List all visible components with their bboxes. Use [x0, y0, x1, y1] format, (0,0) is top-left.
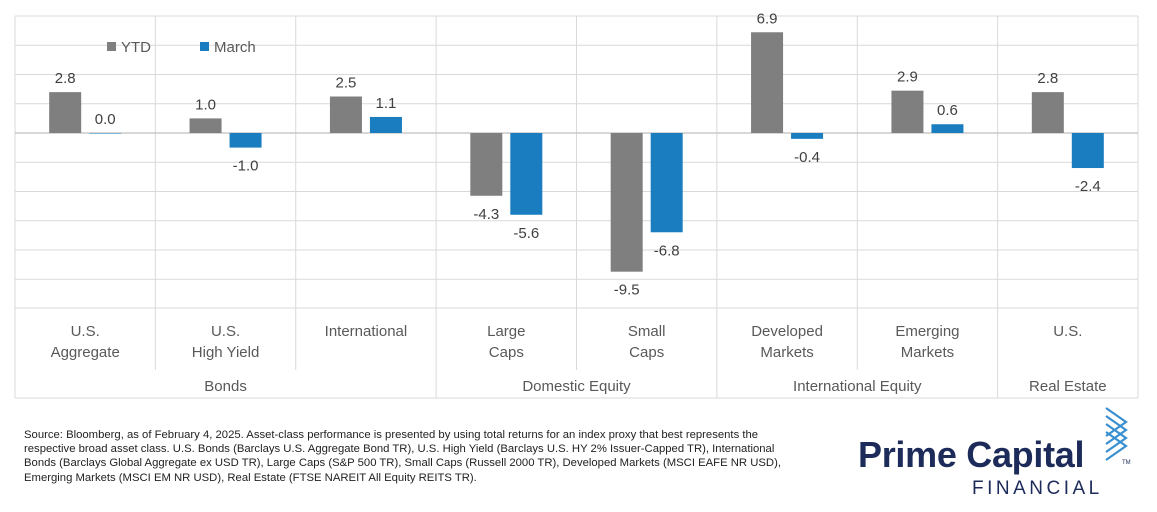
bar-ytd-0 [49, 92, 82, 133]
group-label: Real Estate [1029, 378, 1107, 395]
chevron-mark-icon [1105, 407, 1128, 461]
bar-march-1 [229, 133, 262, 148]
category-label: Large [487, 323, 525, 340]
data-label: 2.5 [336, 75, 357, 92]
category-label: Small [628, 323, 666, 340]
category-label: Caps [629, 344, 664, 361]
logo-wordmark: Prime Capital [858, 434, 1085, 475]
data-label: -6.8 [654, 242, 680, 259]
group-label: Bonds [204, 378, 247, 395]
logo-trademark: TM [1122, 460, 1131, 466]
category-label: High Yield [192, 344, 260, 361]
data-label: 1.1 [376, 95, 397, 112]
bar-ytd-2 [329, 96, 362, 133]
data-label: 6.9 [757, 10, 778, 27]
bar-ytd-7 [1031, 92, 1064, 133]
legend-label: YTD [121, 39, 151, 56]
data-label: -5.6 [513, 225, 539, 242]
data-label: 2.9 [897, 69, 918, 86]
data-label: 2.8 [1037, 70, 1058, 87]
data-label: 2.8 [55, 70, 76, 87]
data-label: 1.0 [195, 96, 216, 113]
bar-ytd-3 [470, 133, 503, 196]
category-label: Caps [489, 344, 524, 361]
category-label: Developed [751, 323, 823, 340]
legend-swatch-march [200, 42, 209, 51]
category-label: International [325, 323, 408, 340]
category-label: Markets [901, 344, 954, 361]
bar-chart: 2.8 1.0 2.5 -4.3 -9.5 6.9 2.9 2.8 0.0 -1.0 1.1 -5.6… [14, 10, 1139, 399]
bar-march-6 [931, 124, 964, 133]
bar-ytd-5 [751, 32, 784, 134]
bar-march-0 [89, 133, 122, 134]
data-label: -1.0 [233, 158, 259, 175]
logo-subtitle: FINANCIAL [972, 478, 1103, 499]
group-label: International Equity [793, 378, 922, 395]
group-label: Domestic Equity [522, 378, 631, 395]
data-label: -0.4 [794, 149, 820, 166]
category-label: U.S. [1053, 323, 1082, 340]
bar-march-3 [510, 133, 543, 215]
bar-march-2 [369, 116, 402, 133]
data-label: 0.6 [937, 102, 958, 119]
category-label: U.S. [211, 323, 240, 340]
bar-ytd-1 [189, 118, 222, 133]
bar-ytd-6 [891, 90, 924, 133]
category-label: Emerging [895, 323, 959, 340]
category-label: Markets [760, 344, 813, 361]
data-label: 0.0 [95, 111, 116, 128]
category-label: U.S. [71, 323, 100, 340]
legend-swatch-ytd [107, 42, 116, 51]
legend-label: March [214, 39, 256, 56]
data-label: -4.3 [473, 206, 499, 223]
data-label: -9.5 [614, 282, 640, 299]
source-note: Source: Bloomberg, as of February 4, 202… [24, 429, 781, 484]
bar-ytd-4 [610, 133, 643, 272]
bar-march-7 [1071, 133, 1104, 169]
chart-area: 2.8 1.0 2.5 -4.3 -9.5 6.9 2.9 2.8 0.0 -1.0 1.1 -5.6… [14, 10, 1139, 399]
prime-capital-logo: Prime Capital TM FINANCIAL [850, 404, 1140, 504]
data-label: -2.4 [1075, 178, 1101, 195]
bar-march-5 [791, 133, 824, 139]
bar-march-4 [650, 133, 683, 233]
category-label: Aggregate [51, 344, 120, 361]
